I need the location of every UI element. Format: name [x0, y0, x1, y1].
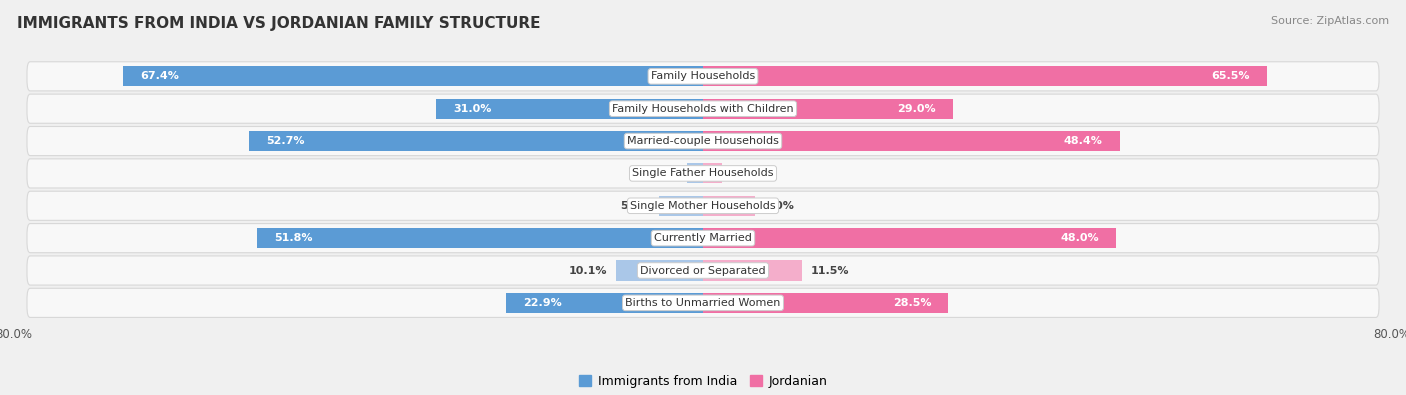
Text: Single Mother Households: Single Mother Households [630, 201, 776, 211]
Bar [506, 293, 703, 313]
Text: Single Father Households: Single Father Households [633, 168, 773, 179]
Text: 28.5%: 28.5% [893, 298, 931, 308]
Bar [436, 99, 703, 119]
FancyBboxPatch shape [27, 256, 1379, 285]
Text: 67.4%: 67.4% [139, 71, 179, 81]
Bar [122, 66, 703, 87]
Text: Currently Married: Currently Married [654, 233, 752, 243]
Text: 10.1%: 10.1% [569, 265, 607, 275]
FancyBboxPatch shape [27, 94, 1379, 123]
Bar [703, 196, 755, 216]
Text: 48.0%: 48.0% [1060, 233, 1099, 243]
Bar [686, 164, 703, 183]
Bar [616, 260, 703, 280]
Bar [659, 196, 703, 216]
Text: 2.2%: 2.2% [731, 168, 762, 179]
Text: 6.0%: 6.0% [763, 201, 794, 211]
Bar [703, 164, 721, 183]
Text: 29.0%: 29.0% [897, 104, 935, 114]
Bar [703, 228, 1116, 248]
FancyBboxPatch shape [27, 159, 1379, 188]
Text: 5.1%: 5.1% [620, 201, 651, 211]
FancyBboxPatch shape [27, 126, 1379, 156]
Text: 48.4%: 48.4% [1064, 136, 1102, 146]
Bar [703, 260, 801, 280]
FancyBboxPatch shape [27, 191, 1379, 220]
Text: Source: ZipAtlas.com: Source: ZipAtlas.com [1271, 16, 1389, 26]
Bar [257, 228, 703, 248]
Text: 31.0%: 31.0% [453, 104, 492, 114]
Text: 65.5%: 65.5% [1212, 71, 1250, 81]
FancyBboxPatch shape [27, 62, 1379, 91]
Text: Married-couple Households: Married-couple Households [627, 136, 779, 146]
Text: Family Households: Family Households [651, 71, 755, 81]
Bar [703, 99, 953, 119]
Bar [703, 293, 949, 313]
Legend: Immigrants from India, Jordanian: Immigrants from India, Jordanian [574, 370, 832, 393]
Bar [703, 66, 1267, 87]
FancyBboxPatch shape [27, 288, 1379, 318]
Text: 11.5%: 11.5% [811, 265, 849, 275]
Text: Divorced or Separated: Divorced or Separated [640, 265, 766, 275]
FancyBboxPatch shape [27, 224, 1379, 253]
Bar [703, 131, 1119, 151]
Bar [249, 131, 703, 151]
Text: 1.9%: 1.9% [647, 168, 678, 179]
Text: Family Households with Children: Family Households with Children [612, 104, 794, 114]
Text: 51.8%: 51.8% [274, 233, 312, 243]
Text: IMMIGRANTS FROM INDIA VS JORDANIAN FAMILY STRUCTURE: IMMIGRANTS FROM INDIA VS JORDANIAN FAMIL… [17, 16, 540, 31]
Text: 22.9%: 22.9% [523, 298, 562, 308]
Text: Births to Unmarried Women: Births to Unmarried Women [626, 298, 780, 308]
Text: 52.7%: 52.7% [266, 136, 305, 146]
